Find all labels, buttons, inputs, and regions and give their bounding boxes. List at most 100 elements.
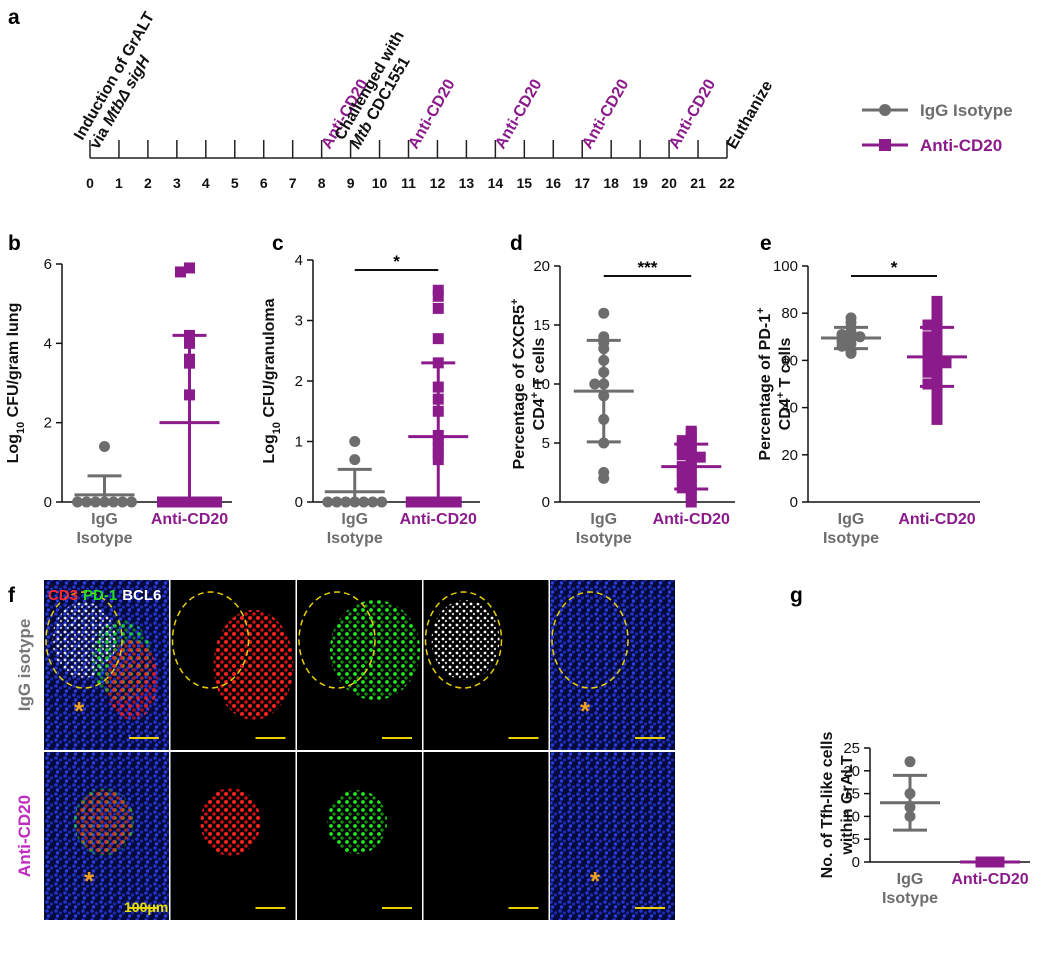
text-part: Anti-CD20 bbox=[492, 76, 545, 152]
y-tick-label: 0 bbox=[295, 494, 303, 511]
y-tick-label: 15 bbox=[843, 786, 860, 803]
y-tick-label: 20 bbox=[533, 258, 550, 275]
stain bbox=[213, 610, 294, 720]
panel-label: f bbox=[8, 584, 16, 607]
germinal-center-outline bbox=[298, 591, 376, 689]
data-point bbox=[166, 496, 177, 508]
region-marker: * bbox=[580, 696, 591, 726]
stain bbox=[200, 788, 261, 856]
text-part: CD4 bbox=[531, 398, 548, 430]
text-part: + bbox=[755, 307, 767, 313]
data-point bbox=[685, 431, 697, 443]
micrograph-panel bbox=[297, 580, 422, 750]
y-tick-label: 0 bbox=[542, 494, 550, 511]
micrograph-panel: * bbox=[44, 752, 169, 920]
stain bbox=[431, 600, 500, 680]
data-point bbox=[432, 333, 444, 345]
timeline-tick-label: 0 bbox=[86, 175, 94, 191]
data-point bbox=[931, 413, 943, 425]
micrograph-panel bbox=[297, 752, 422, 920]
text-part: No. of Tfh-like cells bbox=[819, 732, 836, 879]
data-point bbox=[676, 472, 688, 484]
text-part: Anti-CD20 bbox=[666, 76, 719, 152]
x-tick-label: Isotype bbox=[76, 530, 132, 547]
y-axis-label: CD4+ T cells bbox=[529, 338, 548, 431]
y-tick-label: 60 bbox=[781, 352, 798, 369]
germinal-center-outline bbox=[45, 591, 123, 689]
y-tick-label: 4 bbox=[44, 335, 52, 352]
panel-label: a bbox=[8, 6, 20, 29]
x-tick-label: IgG bbox=[91, 511, 118, 528]
data-point bbox=[589, 378, 601, 390]
x-tick-label: Anti-CD20 bbox=[951, 871, 1028, 888]
data-point bbox=[349, 436, 361, 447]
y-tick-label: 5 bbox=[852, 831, 860, 848]
timeline-tick-label: 9 bbox=[347, 175, 355, 191]
y-tick-label: 25 bbox=[843, 740, 860, 757]
timeline-tick-label: 21 bbox=[690, 175, 706, 191]
image-background bbox=[550, 752, 675, 920]
y-tick-label: 1 bbox=[295, 434, 303, 451]
micrograph-panel: * bbox=[44, 580, 169, 750]
y-tick-label: 0 bbox=[44, 494, 52, 511]
y-tick-label: 10 bbox=[843, 808, 860, 825]
channel-name: BCL6 bbox=[122, 587, 161, 604]
stain bbox=[106, 640, 158, 720]
y-axis-label: Percentage of PD-1+ bbox=[755, 307, 774, 460]
image-background bbox=[550, 580, 675, 750]
event-label: Anti-CD20 bbox=[492, 76, 545, 152]
y-axis-label: Log10 CFU/granuloma bbox=[261, 298, 283, 463]
data-point bbox=[598, 472, 610, 484]
event-label: Euthanize bbox=[724, 78, 777, 152]
timeline-tick-label: 3 bbox=[173, 175, 181, 191]
text-part: Log bbox=[5, 434, 22, 463]
data-point bbox=[931, 317, 943, 329]
data-point bbox=[184, 262, 195, 274]
timeline-tick-label: 17 bbox=[574, 175, 590, 191]
timeline-tick-label: 12 bbox=[430, 175, 446, 191]
y-axis-label: CD4+ T cells bbox=[775, 338, 794, 431]
y-tick-label: 20 bbox=[843, 763, 860, 780]
timeline-tick-label: 22 bbox=[719, 175, 735, 191]
x-tick-label: Anti-CD20 bbox=[400, 511, 477, 528]
significance-label: * bbox=[891, 258, 898, 277]
x-tick-label: IgG bbox=[341, 511, 368, 528]
region-marker: * bbox=[84, 866, 95, 896]
timeline-tick-label: 6 bbox=[260, 175, 268, 191]
legend-marker bbox=[879, 104, 891, 116]
x-tick-label: Isotype bbox=[576, 530, 632, 547]
micrograph-panel bbox=[170, 580, 296, 750]
data-point bbox=[922, 354, 934, 366]
text-part: CFU/gram lung bbox=[5, 303, 22, 422]
channel-name: PD-1 bbox=[83, 587, 117, 604]
timeline-tick-label: 14 bbox=[488, 175, 504, 191]
data-point bbox=[685, 490, 697, 502]
x-tick-label: Isotype bbox=[823, 530, 879, 547]
data-point bbox=[922, 319, 934, 331]
data-point bbox=[322, 496, 334, 508]
data-point bbox=[405, 496, 417, 508]
x-tick-label: Anti-CD20 bbox=[653, 511, 730, 528]
y-tick-label: 2 bbox=[44, 415, 52, 432]
image-background bbox=[423, 752, 549, 920]
y-tick-label: 4 bbox=[295, 252, 303, 269]
text-part: Anti-CD20 bbox=[579, 76, 632, 152]
data-point bbox=[211, 496, 222, 508]
text-part: + bbox=[775, 392, 787, 398]
row-label: IgG isotype bbox=[15, 619, 34, 712]
data-point bbox=[72, 496, 83, 508]
micrograph-panel: * bbox=[550, 752, 675, 920]
data-point bbox=[940, 357, 952, 369]
y-tick-label: 0 bbox=[790, 494, 798, 511]
data-point bbox=[432, 290, 444, 302]
panel-label: c bbox=[272, 232, 284, 255]
data-point bbox=[676, 449, 688, 461]
y-tick-label: 0 bbox=[852, 854, 860, 871]
data-point bbox=[175, 266, 186, 278]
timeline-tick-label: 8 bbox=[318, 175, 326, 191]
micrograph-panel bbox=[423, 580, 549, 750]
y-tick-label: 6 bbox=[44, 256, 52, 273]
data-point bbox=[81, 496, 92, 508]
y-tick-label: 3 bbox=[295, 313, 303, 330]
text-part: T cells bbox=[777, 338, 794, 392]
